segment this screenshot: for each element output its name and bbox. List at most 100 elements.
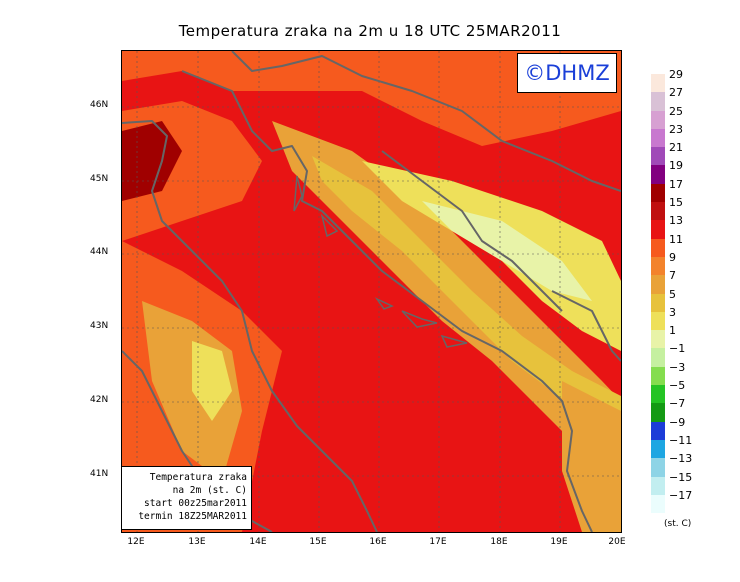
legend-label: 1: [669, 324, 676, 338]
legend-label: −13: [669, 452, 693, 466]
legend-swatch: [651, 293, 665, 312]
legend-label: 23: [669, 122, 683, 136]
lat-label: 45N: [90, 174, 109, 184]
legend-row: 13: [651, 214, 731, 239]
legend-swatch: [651, 330, 665, 349]
lon-label: 13E: [188, 537, 206, 547]
dhmz-logo: ©DHMZ: [517, 53, 617, 93]
legend-swatch: [651, 476, 665, 495]
legend-label: −17: [669, 488, 693, 502]
legend-label: 29: [669, 68, 683, 81]
legend-swatch: [651, 458, 665, 477]
legend-row: 1: [651, 324, 731, 349]
legend-swatch: [651, 147, 665, 166]
legend-swatch: [651, 439, 665, 459]
legend-label: 5: [669, 287, 676, 301]
legend-row: 23: [651, 123, 731, 148]
legend-label: −11: [669, 433, 693, 447]
legend-row: 17: [651, 178, 731, 203]
legend-row: −17: [651, 489, 731, 514]
lon-label: 14E: [249, 537, 267, 547]
lon-label: 18E: [490, 537, 508, 547]
legend-swatch: [651, 348, 665, 367]
legend-swatch: [651, 421, 665, 440]
legend-label: 27: [669, 86, 683, 100]
legend-row: 15: [651, 196, 731, 221]
legend-swatch: [651, 128, 665, 148]
lat-label: 46N: [90, 100, 109, 110]
legend-row: 27: [651, 86, 731, 111]
legend-row: −3: [651, 361, 731, 386]
islands: [293, 175, 468, 348]
legend-row: 11: [651, 233, 731, 257]
dinaric-band-yellow: [312, 156, 621, 431]
legend-label: 11: [669, 232, 683, 246]
color-legend: 29 27 25 23 21 19 17 15 13 11 9 7 5 3 1 −1 −3 −5 −7 −9 −11 −1…: [651, 68, 731, 514]
legend-swatch: [651, 183, 665, 203]
lon-label: 15E: [309, 537, 327, 547]
legend-row: −11: [651, 434, 731, 459]
legend-label: 17: [669, 177, 683, 191]
lat-label: 44N: [90, 247, 109, 257]
temperature-map: [121, 50, 622, 533]
legend-swatch: [651, 275, 665, 294]
legend-swatch: [651, 110, 665, 129]
legend-swatch: [651, 220, 665, 239]
legend-label: 15: [669, 196, 683, 210]
bosnia-yellow: [362, 161, 621, 351]
legend-label: 13: [669, 214, 683, 228]
legend-label: 7: [669, 269, 676, 283]
lat-label: 43N: [90, 321, 109, 331]
legend-label: −7: [669, 397, 686, 411]
legend-label: 21: [669, 141, 683, 155]
legend-row: −9: [651, 416, 731, 440]
lon-label: 20E: [608, 537, 626, 547]
legend-unit: (st. C): [664, 519, 692, 529]
info-line-1: Temperatura zraka: [149, 472, 247, 483]
legend-swatch: [651, 403, 665, 422]
legend-label: −15: [669, 470, 693, 484]
legend-label: 25: [669, 104, 683, 118]
legend-row: 5: [651, 288, 731, 312]
lon-label: 12E: [127, 537, 145, 547]
graticule: [122, 51, 621, 532]
legend-row: −13: [651, 452, 731, 477]
legend-swatch: [651, 202, 665, 221]
info-line-3: start 00z25mar2011: [144, 498, 247, 509]
lon-label: 19E: [550, 537, 568, 547]
legend-label: 3: [669, 305, 676, 319]
legend-row: −5: [651, 379, 731, 404]
legend-swatch: [651, 311, 665, 331]
lat-label: 42N: [90, 395, 109, 405]
info-box: Temperatura zraka na 2m (st. C) start 00…: [121, 466, 252, 530]
legend-label: −3: [669, 360, 686, 374]
lat-label: 41N: [90, 469, 109, 479]
info-line-2: na 2m (st. C): [172, 485, 247, 496]
legend-swatch: [651, 494, 665, 514]
legend-label: 9: [669, 250, 676, 264]
legend-swatch: [651, 366, 665, 386]
legend-row: 25: [651, 105, 731, 129]
legend-label: 19: [669, 159, 683, 173]
legend-row: 9: [651, 251, 731, 276]
map-title: Temperatura zraka na 2m u 18 UTC 25MAR20…: [178, 22, 562, 40]
info-line-4: termin 18Z25MAR2011: [138, 511, 247, 522]
legend-row: 19: [651, 159, 731, 184]
legend-swatch: [651, 385, 665, 404]
apennine-yellow: [192, 341, 232, 421]
legend-swatch: [651, 92, 665, 111]
legend-row: 7: [651, 269, 731, 294]
coastlines: [122, 51, 621, 532]
legend-swatch: [651, 256, 665, 276]
bosnia-light: [422, 201, 592, 301]
legend-row: 21: [651, 141, 731, 166]
legend-swatch: [651, 74, 665, 93]
legend-label: −1: [669, 342, 686, 356]
legend-row: 29: [651, 68, 731, 93]
legend-row: −1: [651, 342, 731, 367]
legend-row: −7: [651, 397, 731, 422]
legend-row: −15: [651, 471, 731, 495]
legend-swatch: [651, 238, 665, 257]
legend-label: −9: [669, 415, 686, 429]
legend-swatch: [651, 165, 665, 184]
